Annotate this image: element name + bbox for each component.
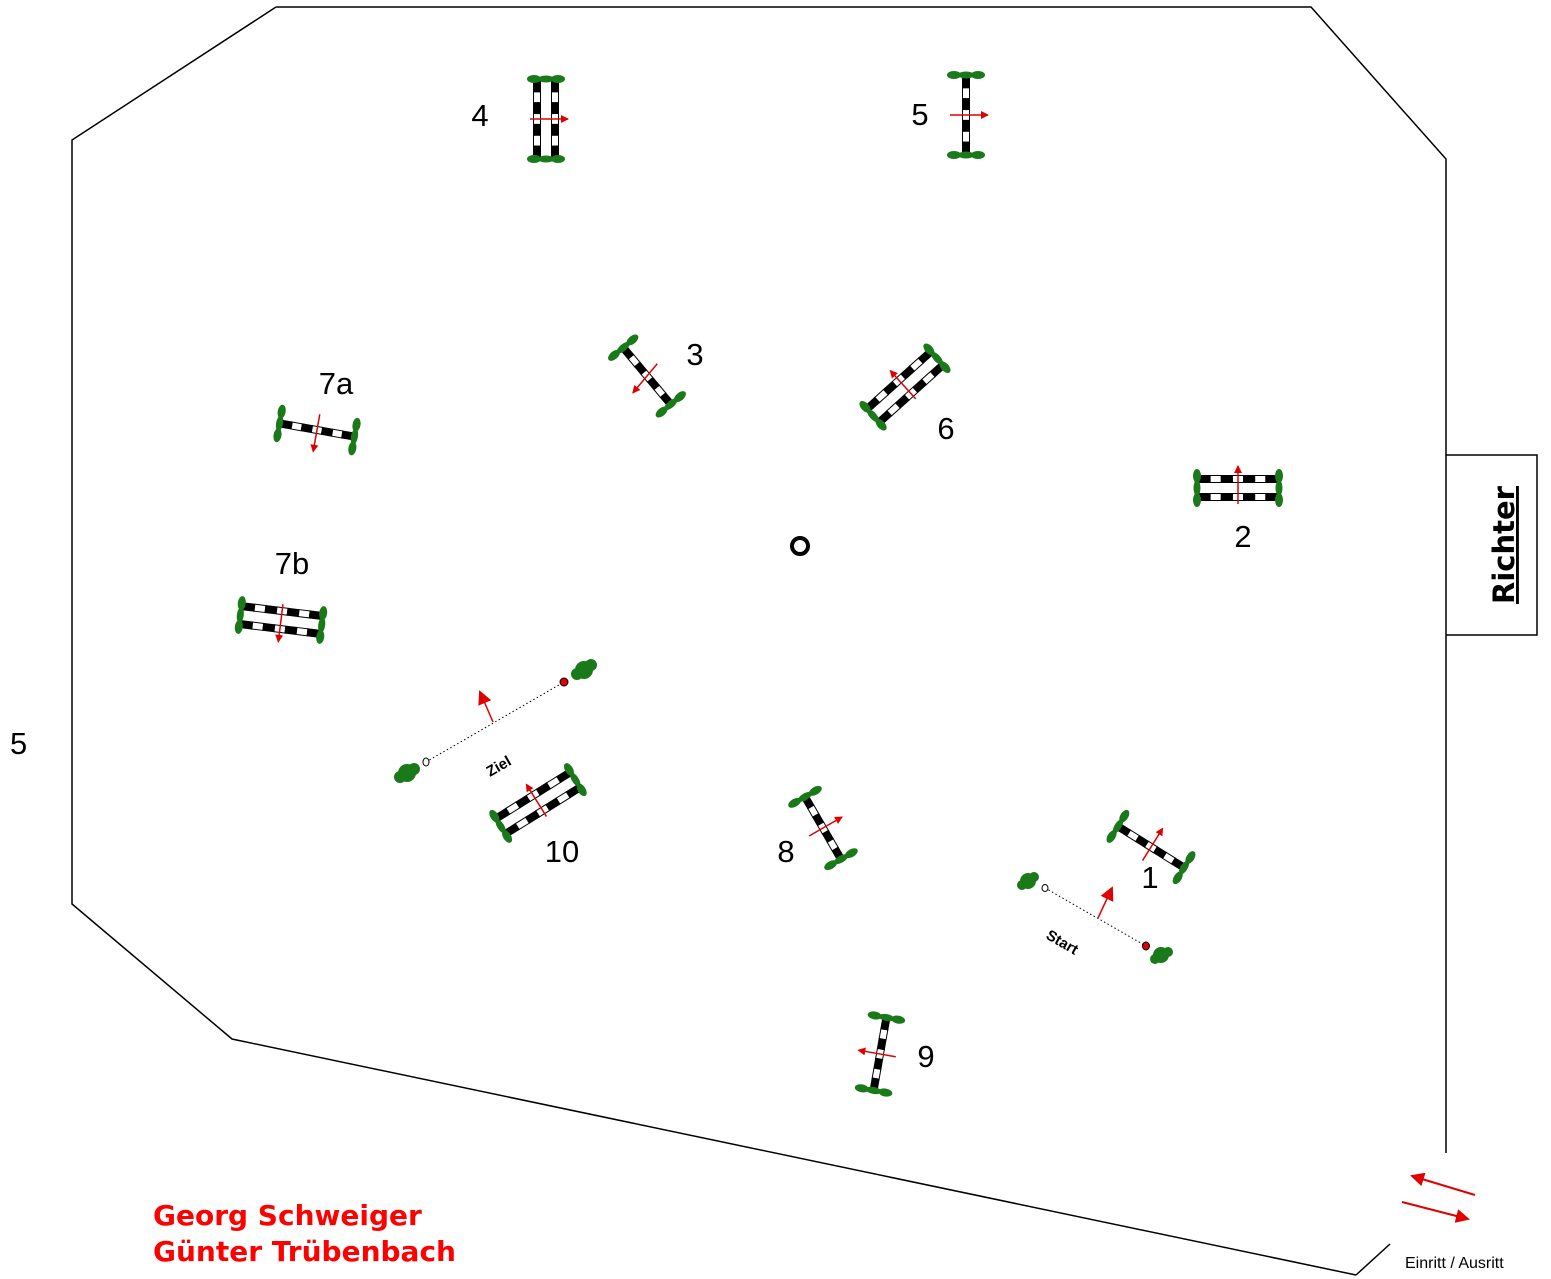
obstacle-7a-direction-arrow [310,414,321,453]
obstacle-7a-number: 7a [319,366,354,401]
obstacle-6: 6 [859,343,955,446]
obstacle-wing [854,1084,893,1097]
obstacle-wing [1275,469,1283,507]
obstacle-wing [923,343,951,373]
center-marker [790,536,810,556]
obstacle-wing [1172,851,1196,885]
obstacle-wing [489,809,513,843]
obstacle-1: 1 [1106,809,1196,895]
obstacle-wing [348,417,361,456]
finish-label: Ziel [484,753,515,781]
obstacle-10-poles [489,763,587,843]
arena-left-number: 5 [10,726,27,761]
entrance-label: Einritt / Ausritt [1405,1255,1504,1272]
obstacle-7b-poles [234,596,328,644]
obstacle-7b: 7b [234,546,328,644]
arena-outline [71,6,1447,1276]
obstacles-layer: 1 2 3 4 5 6 7a 7b 8 9 10 [234,71,1283,1097]
obstacle-9-direction-arrow [857,1047,896,1058]
entrance-gate-line [1355,1243,1391,1276]
obstacle-wing [867,1011,906,1024]
obstacle-4-number: 4 [471,98,488,133]
obstacle-wing [859,401,887,431]
obstacle-7a: 7a [273,366,361,456]
obstacle-wing [563,763,587,797]
designer-name-2: Günter Trübenbach [153,1235,456,1268]
obstacle-wing [527,155,565,163]
obstacle-wing [527,75,565,83]
obstacle-wing [273,404,286,443]
obstacle-1-direction-arrow [1141,827,1164,861]
judge-box: Richter [1446,454,1538,636]
obstacle-6-number: 6 [937,411,954,446]
obstacle-9-number: 9 [917,1039,934,1074]
judge-label: Richter [1487,485,1521,604]
obstacle-3-poles [608,334,686,418]
obstacle-8: 8 [777,785,858,871]
entrance-arrows [1401,1172,1476,1223]
obstacle-3-number: 3 [686,337,703,372]
obstacle-9: 9 [854,1011,935,1097]
obstacle-3-direction-arrow [632,363,658,394]
obstacle-5: 5 [911,71,989,159]
obstacle-wing [788,785,822,808]
start-label: Start [1043,927,1081,959]
obstacle-7b-direction-arrow [275,604,284,643]
obstacle-wing [947,151,985,159]
obstacle-5-number: 5 [911,97,928,132]
obstacle-10-direction-arrow [525,783,548,817]
obstacle-wing [1193,469,1201,507]
obstacle-6-direction-arrow [889,369,917,400]
obstacle-wing [608,334,639,361]
obstacle-wing [234,596,246,634]
obstacle-wing [1106,809,1130,843]
finish-bush-left [394,763,420,783]
obstacle-8-direction-arrow [808,816,843,837]
obstacle-wing [316,606,328,644]
finish-bush-right [571,659,597,680]
obstacle-7a-poles [273,404,361,456]
obstacle-2-number: 2 [1234,519,1251,554]
obstacle-wing [824,848,858,871]
obstacle-7b-number: 7b [275,546,309,581]
obstacle-2: 2 [1193,465,1283,554]
obstacle-4: 4 [471,75,569,163]
obstacle-wing [947,71,985,79]
start-bush-left [1017,872,1039,890]
obstacle-10-number: 10 [545,834,579,869]
designer-name-1: Georg Schweiger [153,1199,422,1232]
obstacle-8-number: 8 [777,834,794,869]
start-bush-right [1150,947,1173,964]
obstacle-3: 3 [608,334,704,418]
obstacle-wing [655,391,686,418]
obstacle-10: 10 [489,763,587,869]
obstacle-1-number: 1 [1141,860,1158,895]
